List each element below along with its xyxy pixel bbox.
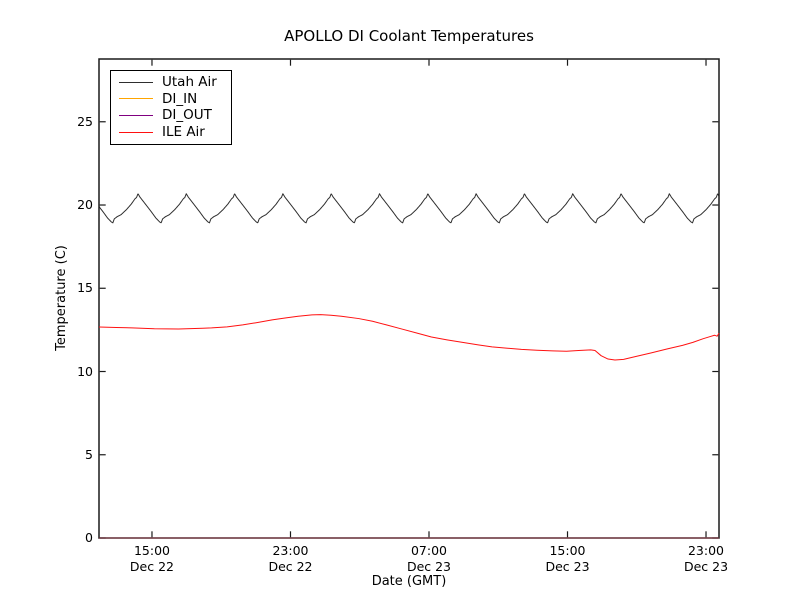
x-tick-date: Dec 22: [268, 559, 313, 574]
x-tick-time: 15:00: [133, 543, 170, 558]
y-tick-label: 15: [77, 280, 93, 296]
x-tick-date: Dec 23: [683, 559, 729, 574]
legend-label: ILE Air: [162, 124, 205, 141]
x-tick-date: Dec 23: [545, 559, 590, 574]
x-tick-label: 23:00 Dec 22: [245, 543, 335, 575]
legend-row: DI_IN: [111, 91, 231, 108]
x-tick-date: Dec 23: [406, 559, 452, 574]
legend-line-swatch: [119, 98, 153, 100]
legend-row: Utah Air: [111, 74, 231, 91]
y-tick-label: 5: [85, 446, 93, 462]
chart-title: APOLLO DI Coolant Temperatures: [284, 27, 534, 45]
x-tick-time: 15:00: [549, 543, 586, 558]
y-tick-label: 0: [85, 530, 93, 545]
legend-line-swatch: [119, 81, 153, 83]
x-axis-label: Date (GMT): [371, 574, 447, 589]
legend: Utah Air DI_IN DI_OUT ILE Air: [110, 70, 232, 146]
legend-line-swatch: [119, 131, 153, 133]
x-tick-label: 15:00 Dec 22: [107, 543, 197, 575]
y-tick-label: 10: [77, 363, 93, 379]
legend-label: DI_OUT: [162, 107, 212, 124]
x-tick-time: 23:00: [272, 543, 309, 558]
y-tick-label: 25: [77, 113, 93, 129]
legend-label: DI_IN: [162, 90, 198, 107]
legend-row: DI_OUT: [111, 107, 231, 124]
y-axis-label: Temperature (C): [54, 245, 69, 351]
x-tick-label: 23:00 Dec 23: [661, 543, 751, 575]
x-tick-label: 15:00 Dec 23: [523, 543, 613, 575]
legend-line-swatch: [119, 114, 153, 116]
legend-row: ILE Air: [111, 124, 231, 141]
x-tick-time: 07:00: [410, 543, 447, 558]
series-utah-air-line: [98, 193, 720, 224]
x-tick-label: 07:00 Dec 23: [384, 543, 474, 575]
x-tick-time: 23:00: [687, 543, 725, 558]
x-tick-date: Dec 22: [129, 559, 174, 574]
y-tick-label: 20: [77, 197, 93, 212]
series-ile-air-line: [98, 314, 720, 361]
legend-label: Utah Air: [162, 74, 217, 91]
